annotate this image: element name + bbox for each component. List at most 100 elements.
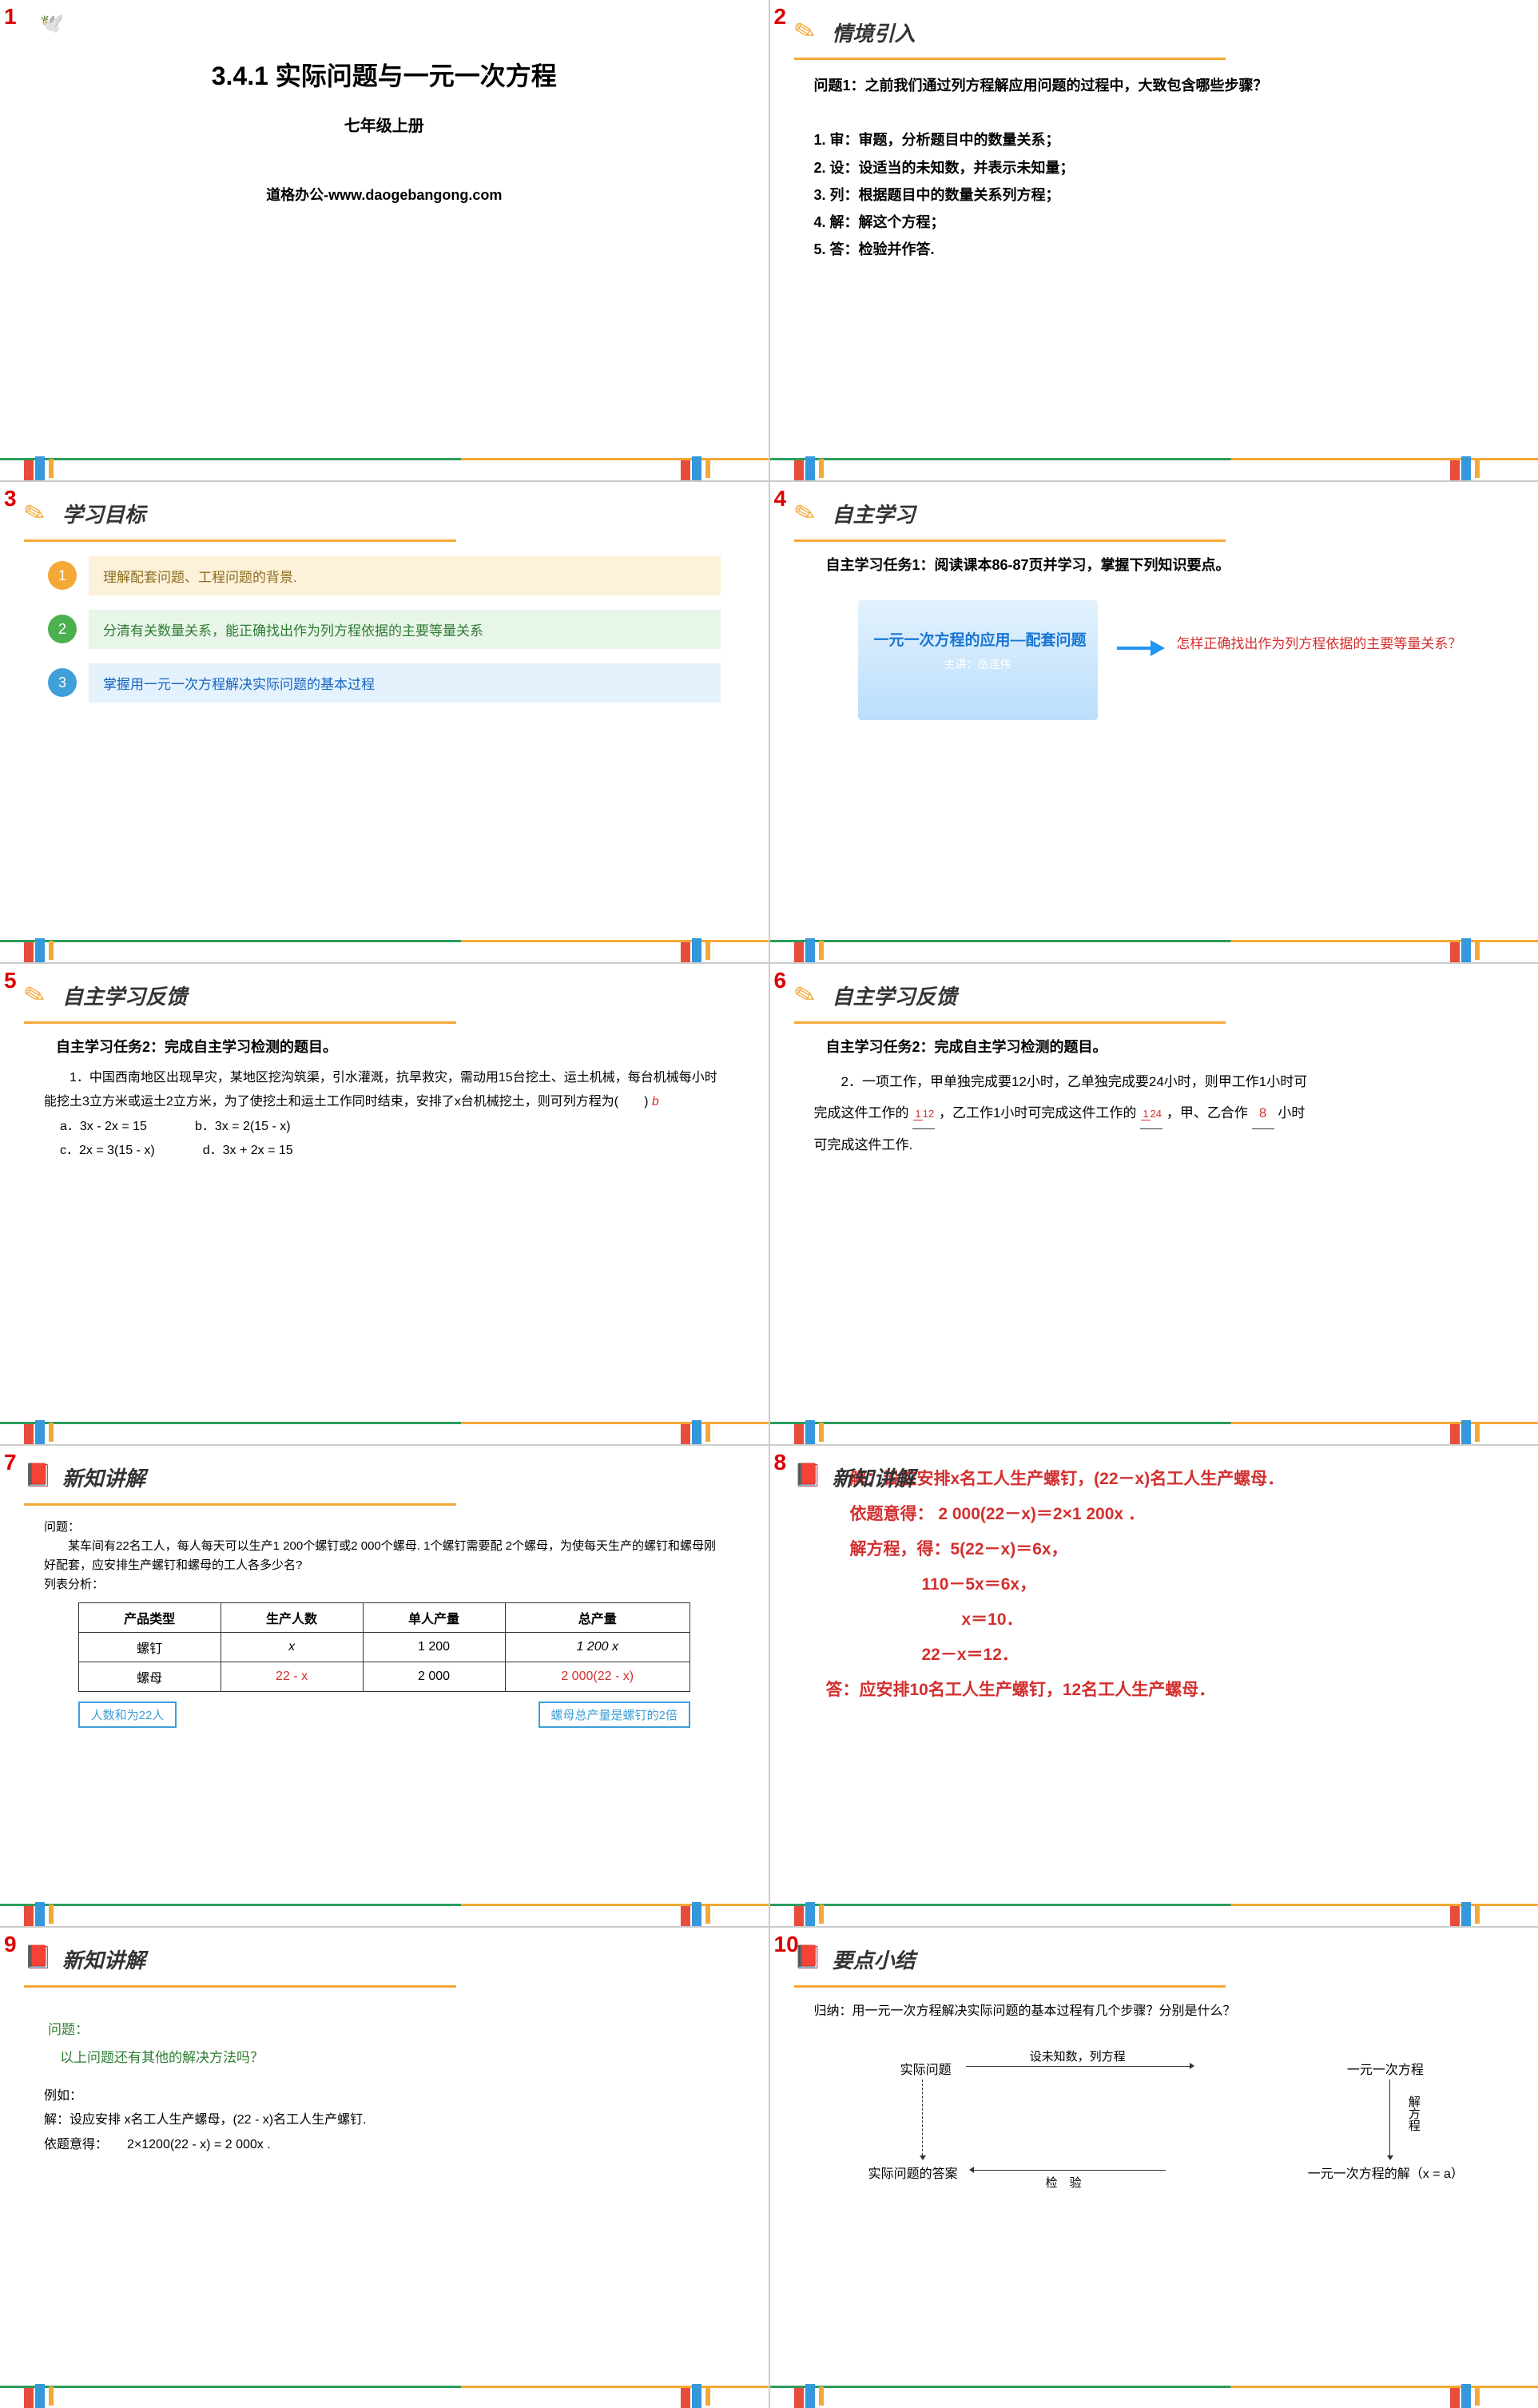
content: 问题1：之前我们通过列方程解应用问题的过程中，大致包含哪些步骤？ 1. 审：审题… (794, 72, 1515, 263)
slide-2: 2 情境引入 问题1：之前我们通过列方程解应用问题的过程中，大致包含哪些步骤？ … (770, 0, 1538, 480)
section-header: 要点小结 (794, 1944, 1515, 1976)
section-header: 新知讲解 (794, 1462, 916, 1494)
section-title: 学习目标 (62, 499, 145, 528)
th: 单人产量 (363, 1602, 505, 1632)
footer-line (770, 940, 1538, 942)
step: 1. 审：审题，分析题目中的数量关系； (814, 126, 1495, 153)
books-deco (794, 1420, 834, 1444)
q-label: 问题： (24, 2014, 745, 2042)
intro: 归纳：用一元一次方程解决实际问题的基本过程有几个步骤？分别是什么？ (794, 2000, 1515, 2024)
subtitle: 七年级上册 (24, 113, 745, 136)
step: 4. 解：解这个方程； (814, 209, 1495, 236)
td: x (221, 1632, 363, 1662)
th: 总产量 (505, 1602, 690, 1632)
analysis-table: 产品类型生产人数单人产量总产量 螺钉x1 2001 200 x 螺母22 - x… (78, 1602, 690, 1692)
slide-9: 9 新知讲解 问题： 以上问题还有其他的解决方法吗？ 例如： 解：设应安排 x名… (0, 1928, 769, 2408)
footer-line (0, 458, 769, 460)
url-text: 道格办公-www.daogebangong.com (24, 184, 745, 205)
section-title: 新知讲解 (62, 1944, 145, 1974)
td: 2 000(22 - x) (505, 1662, 690, 1691)
t: ，乙工作1小时可完成这件工作的 (939, 1105, 1136, 1120)
books-deco (794, 2384, 834, 2408)
eg-label: 例如： (44, 2084, 725, 2108)
note-2: 螺母总产量是螺钉的2倍 (538, 1702, 690, 1728)
section-title: 新知讲解 (833, 1463, 916, 1492)
task-text: 自主学习任务1：阅读课本86-87页并学习，掌握下列知识要点。 (794, 554, 1515, 584)
t: 2．一项工作，甲单独完成要12小时，乙单独完成要24小时，则甲工作1小时可 (814, 1074, 1308, 1089)
line: 依题意得： 2 000(22－x)＝2×1 200x ． (802, 1497, 1507, 1532)
underline (24, 1021, 456, 1024)
books-deco (24, 1420, 64, 1444)
underline (24, 539, 456, 542)
underline (794, 1985, 1226, 1988)
footer-line (0, 2386, 769, 2388)
slide-7: 7 新知讲解 问题： 某车间有22名工人，每人每天可以生产1 200个螺钉或2 … (0, 1446, 769, 1926)
solution: 例如： 解：设应安排 x名工人生产螺母，(22 - x)名工人生产螺钉. 依题意… (24, 2084, 745, 2157)
analysis-label: 列表分析： (44, 1575, 725, 1594)
footer-line (0, 940, 769, 942)
slide-8: 8 新知讲解 解：设应安排x名工人生产螺钉，(22－x)名工人生产螺母． 依题意… (770, 1446, 1538, 1926)
question-text: 问题1：之前我们通过列方程解应用问题的过程中，大致包含哪些步骤？ (814, 72, 1495, 99)
arrow-dashed (922, 2080, 923, 2155)
main-title: 3.4.1 实际问题与一元一次方程 (24, 56, 745, 93)
red-note: 怎样正确找出作为列方程依据的主要等量关系？ (1176, 632, 1336, 652)
slide-number: 5 (4, 968, 17, 993)
slide-number: 3 (4, 486, 17, 511)
blank-1: 112 (912, 1097, 935, 1129)
slide-3: 3 学习目标 1 理解配套问题、工程问题的背景. 2 分清有关数量关系，能正确找… (0, 482, 769, 962)
goal-num: 3 (48, 668, 77, 697)
books-deco (681, 2384, 721, 2408)
notes-row: 人数和为22人 螺母总产量是螺钉的2倍 (78, 1702, 690, 1728)
books-deco (1450, 2384, 1490, 2408)
td: 1 200 x (505, 1632, 690, 1662)
t: 小时 (1278, 1105, 1305, 1120)
slide-number: 4 (774, 486, 787, 511)
td: 螺母 (78, 1662, 221, 1691)
footer-line (770, 458, 1538, 460)
problem: 1．中国西南地区出现旱灾，某地区挖沟筑渠，引水灌溉，抗旱救灾，需动用15台挖土、… (24, 1066, 745, 1164)
note-1: 人数和为22人 (78, 1702, 177, 1728)
flow-label: 解方程 (1405, 2096, 1422, 2131)
t: ，甲、乙合作 (1166, 1105, 1248, 1120)
bird-icon: 🕊️ (40, 12, 64, 35)
section-header: 学习目标 (24, 498, 745, 530)
footer-line (770, 2386, 1538, 2388)
books-deco (24, 1902, 64, 1926)
q-label: 问题： (44, 1518, 725, 1537)
book-icon (794, 1462, 826, 1494)
goal-num: 2 (48, 615, 77, 643)
goal-num: 1 (48, 561, 77, 590)
flow-label: 检 验 (1046, 2174, 1082, 2191)
problem-text: 某车间有22名工人，每人每天可以生产1 200个螺钉或2 000个螺母. 1个螺… (44, 1537, 725, 1575)
problem-text: 1．中国西南地区出现旱灾，某地区挖沟筑渠，引水灌溉，抗旱救灾，需动用15台挖土、… (44, 1071, 717, 1108)
books-deco (794, 938, 834, 962)
underline (794, 1021, 1226, 1024)
flowchart: 实际问题 一元一次方程 实际问题的答案 一元一次方程的解（x = a） 设未知数… (830, 2040, 1478, 2199)
underline (24, 1503, 456, 1506)
books-deco (681, 1902, 721, 1926)
slide-number: 2 (774, 4, 787, 30)
goal-1: 1 理解配套问题、工程问题的背景. (48, 556, 721, 595)
section-header: 自主学习反馈 (794, 980, 1515, 1012)
step: 3. 列：根据题目中的数量关系列方程； (814, 181, 1495, 209)
sol-line: 依题意得： 2×1200(22 - x) = 2 000x . (44, 2133, 725, 2157)
th: 生产人数 (221, 1602, 363, 1632)
books-deco (794, 1902, 834, 1926)
books-deco (681, 938, 721, 962)
line: 22－x＝12． (802, 1638, 1507, 1673)
td: 螺钉 (78, 1632, 221, 1662)
goal-text: 掌握用一元一次方程解决实际问题的基本过程 (89, 663, 721, 702)
arrow (966, 2066, 1190, 2067)
t: 完成这件工作的 (814, 1105, 909, 1120)
green-question: 以上问题还有其他的解决方法吗？ (24, 2042, 745, 2070)
solution: 解：设应安排x名工人生产螺钉，(22－x)名工人生产螺母． 依题意得： 2 00… (794, 1462, 1515, 1709)
pencil-icon (794, 16, 826, 48)
books-deco (681, 456, 721, 480)
flow-label: 设未知数，列方程 (1030, 2048, 1126, 2064)
slide-number: 9 (4, 1932, 17, 1957)
books-deco (1450, 938, 1490, 962)
task-text: 自主学习任务2：完成自主学习检测的题目。 (24, 1036, 745, 1066)
opt-d: d．3x + 2x = 15 (203, 1139, 293, 1163)
line: 解方程，得：5(22－x)＝6x， (802, 1532, 1507, 1567)
underline (794, 539, 1226, 542)
